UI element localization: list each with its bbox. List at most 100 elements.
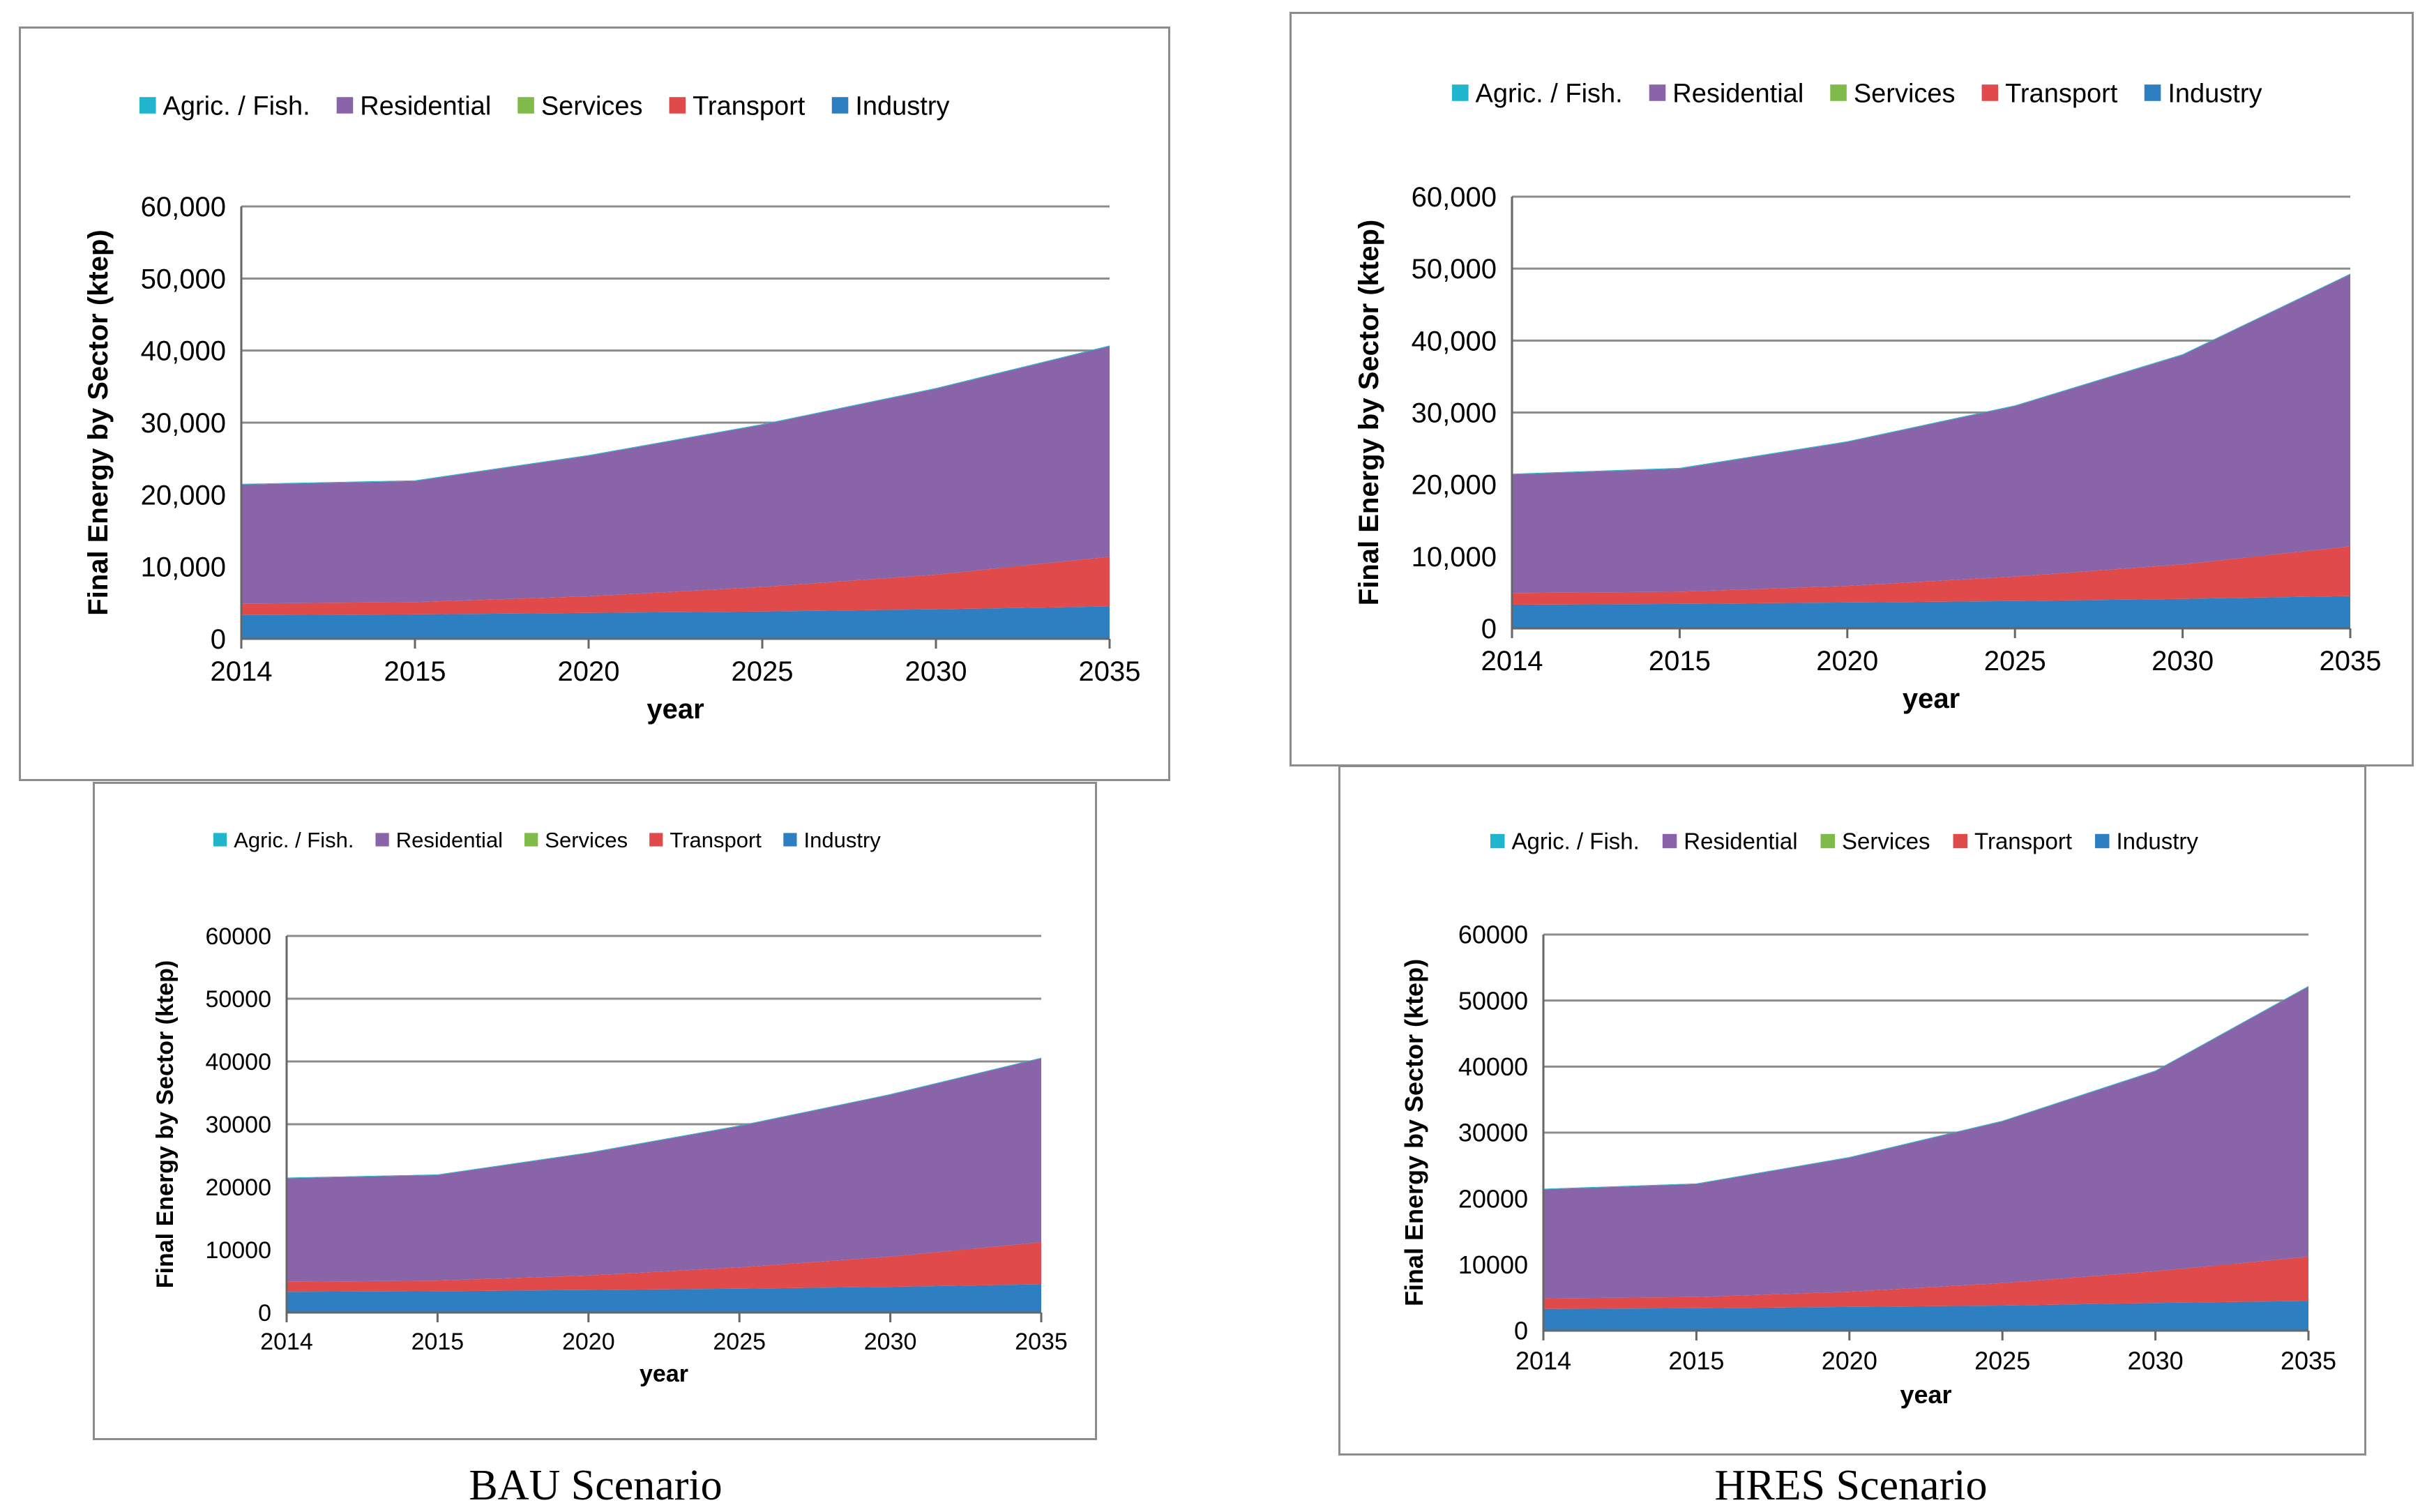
legend-swatch-residential [1649,84,1666,101]
x-tick-label: 2025 [1974,1346,2030,1375]
y-tick-label: 20000 [205,1174,271,1201]
x-tick-label: 2014 [1481,646,1543,676]
caption-hres: HRES Scenario [1714,1462,1988,1509]
x-tick-label: 2020 [562,1329,615,1355]
y-tick-label: 20000 [1458,1184,1528,1213]
legend-label-services: Services [541,91,643,121]
legend-label-industry: Industry [804,828,882,852]
legend-label-agric_fish: Agric. / Fish. [1476,79,1623,108]
legend-label-services: Services [545,828,628,852]
legend-swatch-transport [1981,84,1999,101]
legend-swatch-industry [783,833,797,847]
x-axis-title: year [1903,683,1960,714]
legend-swatch-transport [669,97,686,114]
x-tick-label: 2014 [211,656,273,687]
y-tick-label: 0 [211,624,226,655]
legend-label-agric_fish: Agric. / Fish. [1511,829,1639,854]
y-tick-label: 10000 [1458,1250,1528,1279]
legend-swatch-agric_fish [139,97,156,114]
y-tick-label: 50,000 [1412,254,1497,285]
area-series-residential [287,1058,1041,1282]
area-series-residential [1512,274,2350,594]
y-tick-label: 40000 [205,1049,271,1075]
area-series-transport [241,557,1110,615]
y-tick-label: 50000 [205,986,271,1013]
y-tick-label: 30000 [205,1112,271,1138]
x-tick-label: 2030 [2152,646,2214,676]
y-tick-label: 10,000 [1412,542,1497,573]
legend-label-residential: Residential [1672,79,1804,108]
x-tick-label: 2015 [411,1329,464,1355]
x-tick-label: 2015 [1668,1346,1724,1375]
x-axis-title: year [640,1361,688,1387]
y-tick-label: 20,000 [1412,470,1497,501]
x-tick-label: 2020 [558,656,620,687]
x-tick-label: 2020 [1816,646,1878,676]
y-axis-title: Final Energy by Sector (ktep) [83,229,114,615]
x-tick-label: 2030 [2128,1346,2184,1375]
chart-svg-hres-bottom: 0 10000 20000 30000 40000 50000 60000 2014 2015 2… [1400,829,2336,1409]
x-axis-title: year [1900,1380,1951,1409]
legend-label-industry: Industry [2168,79,2262,108]
x-tick-label: 2035 [1079,656,1141,687]
area-series-industry [287,1284,1041,1313]
y-tick-label: 30,000 [1412,398,1497,429]
y-tick-label: 60000 [205,923,271,950]
x-tick-label: 2025 [1984,646,2046,676]
legend-swatch-agric_fish [213,833,227,847]
legend-label-services: Services [1854,79,1956,108]
y-tick-label: 50000 [1458,986,1528,1015]
y-tick-label: 10,000 [141,552,226,583]
legend-swatch-services [1820,833,1836,849]
legend-label-residential: Residential [360,91,491,121]
x-tick-label: 2035 [2281,1346,2336,1375]
legend-label-transport: Transport [693,91,806,121]
y-tick-label: 20,000 [141,480,226,511]
legend-swatch-services [1830,84,1847,101]
legend-swatch-industry [2144,84,2161,101]
legend-swatch-transport [1953,833,1968,849]
x-tick-label: 2030 [864,1329,917,1355]
x-axis-title: year [647,694,704,725]
x-tick-label: 2015 [1649,646,1711,676]
y-tick-label: 0 [1481,614,1497,644]
x-tick-label: 2030 [905,656,967,687]
y-tick-label: 60,000 [141,192,226,222]
legend-label-residential: Residential [396,828,503,852]
legend-label-transport: Transport [1974,829,2072,854]
legend-label-agric_fish: Agric. / Fish. [163,91,310,121]
chart-panel-bau-bottom: 0 10000 20000 30000 40000 50000 60000 2014 2015 2… [93,782,1097,1440]
x-tick-label: 2035 [2320,646,2382,676]
y-tick-label: 10000 [205,1237,271,1264]
legend-swatch-industry [2095,833,2110,849]
caption-bau: BAU Scenario [469,1462,723,1509]
legend-swatch-industry [831,97,849,114]
area-series-transport [287,1242,1041,1292]
legend-swatch-services [524,833,538,847]
y-tick-label: 50,000 [141,264,226,294]
legend-swatch-services [517,97,534,114]
x-tick-label: 2014 [1515,1346,1571,1375]
legend-label-industry: Industry [855,91,949,121]
legend-swatch-residential [375,833,389,847]
chart-panel-hres-bottom: 0 10000 20000 30000 40000 50000 60000 2014 2015 2… [1338,765,2366,1456]
y-axis-title: Final Energy by Sector (ktep) [152,960,179,1288]
legend-label-agric_fish: Agric. / Fish. [234,828,354,852]
legend-label-residential: Residential [1684,829,1797,854]
y-tick-label: 40000 [1458,1052,1528,1081]
x-tick-label: 2025 [713,1329,766,1355]
y-tick-label: 60,000 [1412,182,1497,213]
area-series-residential [241,346,1110,604]
area-series-transport [1543,1257,2308,1309]
legend-swatch-agric_fish [1490,833,1505,849]
y-tick-label: 0 [1514,1317,1528,1345]
legend-swatch-residential [336,97,354,114]
area-series-industry [1543,1301,2308,1331]
x-tick-label: 2025 [732,656,794,687]
chart-svg-hres-top: 0 10,000 20,000 30,000 40,000 50,000 60,000 201… [1354,79,2382,714]
y-tick-label: 0 [258,1300,271,1326]
area-series-transport [1512,546,2350,605]
area-series-industry [241,606,1110,639]
chart-panel-bau-top: 0 10,000 20,000 30,000 40,000 50,000 60,000 201… [19,27,1170,781]
x-tick-label: 2015 [384,656,446,687]
